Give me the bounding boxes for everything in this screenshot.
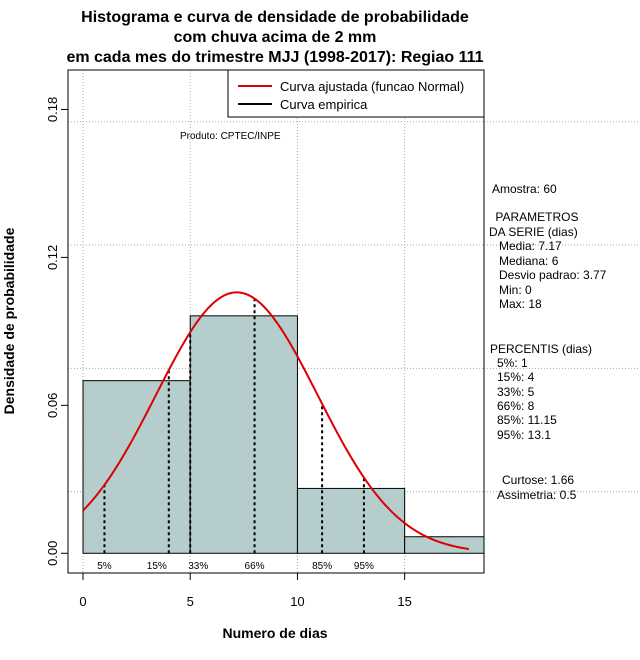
percentil-66: 66%: 8 <box>497 399 535 413</box>
x-axis: 0 5 10 15 <box>79 572 412 609</box>
percentile-label-85: 85% <box>312 561 332 572</box>
x-tick-label: 5 <box>187 594 194 609</box>
chart-title-line-1: Histograma e curva de densidade de proba… <box>81 9 469 26</box>
percentil-95: 95%: 13.1 <box>497 428 551 442</box>
x-tick-label: 10 <box>290 594 304 609</box>
percentil-15: 15%: 4 <box>497 370 535 384</box>
percentile-label-15: 15% <box>147 561 167 572</box>
x-axis-title: Numero de dias <box>222 625 327 641</box>
legend-fit-label: Curva ajustada (funcao Normal) <box>280 79 464 94</box>
y-axis: 0.00 0.06 0.12 0.18 <box>45 97 69 566</box>
percentile-label-5: 5% <box>97 561 112 572</box>
x-tick-label: 0 <box>79 594 86 609</box>
y-tick-label: 0.06 <box>45 393 60 418</box>
stat-desvio: Desvio padrao: 3.77 <box>499 268 607 282</box>
stat-media: Media: 7.17 <box>499 239 562 253</box>
percentil-33: 33%: 5 <box>497 385 535 399</box>
chart-title-line-2: com chuva acima de 2 mm <box>174 29 377 46</box>
histogram-bar-2 <box>189 315 298 554</box>
histogram-bars <box>82 315 485 554</box>
percentis-title: PERCENTIS (dias) <box>490 342 592 356</box>
assimetria-label: Assimetria: 0.5 <box>497 488 577 502</box>
y-tick-label: 0.12 <box>45 245 60 270</box>
y-tick-label: 0.00 <box>45 541 60 566</box>
legend-empirical-label: Curva empirica <box>280 97 368 112</box>
credit-label: Produto: CPTEC/INPE <box>180 131 281 142</box>
x-tick-label: 15 <box>397 594 411 609</box>
percentil-85: 85%: 11.15 <box>497 413 557 427</box>
stats-panel: Amostra: 60 PARAMETROS DA SERIE (dias) M… <box>489 182 607 502</box>
stat-max: Max: 18 <box>499 297 542 311</box>
percentile-label-66: 66% <box>245 561 265 572</box>
histogram-bar-4 <box>404 536 485 554</box>
curtose-label: Curtose: 1.66 <box>502 473 574 487</box>
percentile-lines: 5% 15% 33% 66% 85% 95% <box>97 298 374 572</box>
histogram-bar-1 <box>82 380 191 554</box>
stat-min: Min: 0 <box>499 283 532 297</box>
chart-title-line-3: em cada mes do trimestre MJJ (1998-2017)… <box>66 49 483 66</box>
legend-box <box>227 69 485 118</box>
normal-fit-curve-group <box>82 291 470 551</box>
parametros-title: PARAMETROS <box>492 210 578 224</box>
percentil-5: 5%: 1 <box>497 356 528 370</box>
legend: Curva ajustada (funcao Normal) Curva emp… <box>227 69 485 118</box>
percentile-label-95: 95% <box>354 561 374 572</box>
percentile-label-33: 33% <box>188 561 208 572</box>
y-axis-title: Densidade de probabilidade <box>1 227 17 414</box>
y-tick-label: 0.18 <box>45 97 60 122</box>
parametros-subtitle: DA SERIE (dias) <box>489 225 578 239</box>
amostra-label: Amostra: 60 <box>492 182 557 196</box>
normal-fit-curve <box>82 291 470 551</box>
stat-mediana: Mediana: 6 <box>499 254 559 268</box>
histogram-bar-3 <box>296 487 406 554</box>
